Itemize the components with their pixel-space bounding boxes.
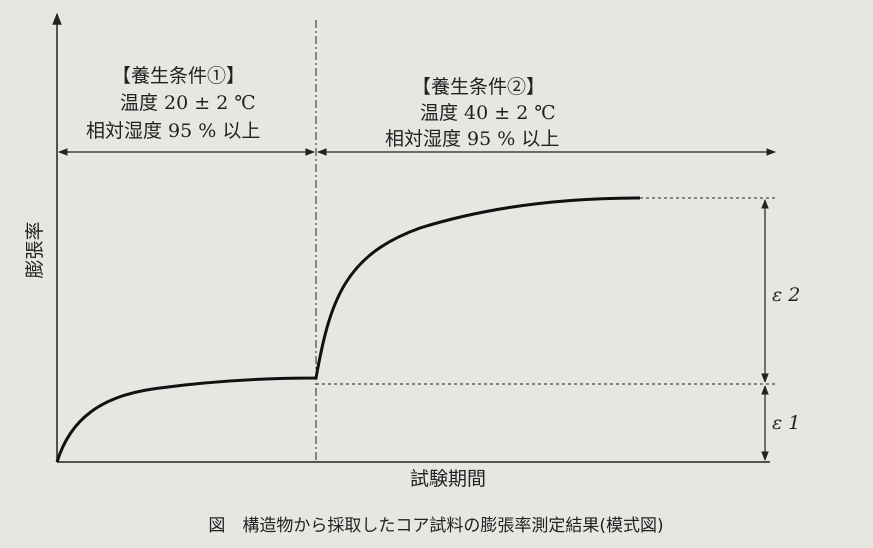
expansion-curve bbox=[55, 196, 641, 463]
condition-text: 温度 20 ± 2 ℃ bbox=[120, 92, 256, 114]
y-axis-label: 膨張率 bbox=[24, 221, 46, 278]
caption: 図 構造物から採取したコア試料の膨張率測定結果(模式図) bbox=[208, 516, 663, 536]
condition-title: 【養生条件①】 bbox=[112, 65, 245, 87]
condition-text: 温度 40 ± 2 ℃ bbox=[420, 102, 556, 124]
x-axis-label: 試験期間 bbox=[410, 468, 486, 490]
epsilon-label: ε 2 bbox=[772, 284, 800, 306]
condition-title: 【養生条件②】 bbox=[412, 76, 545, 98]
epsilon-label: ε 1 bbox=[772, 412, 800, 434]
condition-text: 相対湿度 95 % 以上 bbox=[86, 120, 260, 142]
condition-text: 相対湿度 95 % 以上 bbox=[385, 128, 559, 150]
